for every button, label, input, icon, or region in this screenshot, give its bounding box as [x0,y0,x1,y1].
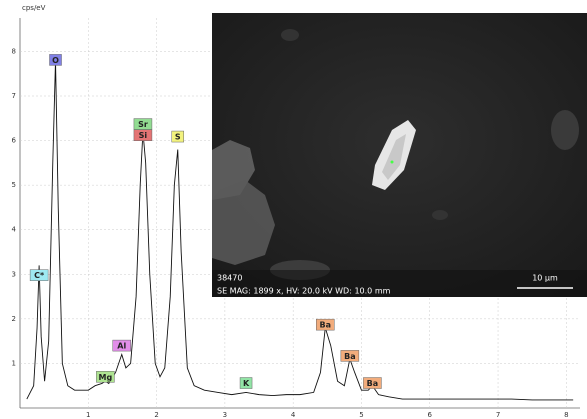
x-tick-label: 7 [496,411,500,419]
peak-label: O [50,54,62,65]
x-tick-label: 8 [564,411,568,419]
peak-label-text: Ba [320,321,332,330]
x-tick-label: 1 [86,411,90,419]
y-tick-label: 3 [12,270,16,278]
peak-label-text: O [52,56,59,65]
peak-label: Al [113,340,131,351]
peak-label: C* [30,270,48,281]
peak-label: Mg [96,371,114,382]
peak-label: K [240,378,252,389]
x-tick-label: 4 [291,411,296,419]
y-tick-label: 2 [12,315,16,323]
y-tick-label: 5 [12,181,16,189]
peak-label-text: S [175,133,181,142]
y-tick-label: 6 [12,137,17,145]
peak-label-text: Ba [367,379,379,388]
peak-label: Ba [316,319,334,330]
x-tick-label: 3 [223,411,227,419]
peak-label-text: K [243,379,250,388]
y-tick-label: 1 [12,359,16,367]
sem-image: 38470 SE MAG: 1899 x, HV: 20.0 kV WD: 10… [212,13,587,297]
chart: cps/eV 1 2 3 4 5 6 7 8 1 2 3 4 5 6 7 8 C* O Mg Al Sr Si S K Ba B… [0,0,587,419]
peak-label-text: Sr [138,120,148,129]
x-tick-label: 5 [359,411,363,419]
peak-label: Ba [363,378,381,389]
peak-label: S [172,131,184,142]
particle [551,110,579,150]
peak-label: Ba [341,350,359,361]
y-axis-label: cps/eV [22,4,46,12]
image-id: 38470 [217,274,242,283]
peak-label-text: Al [117,342,126,351]
peak-label-text: Si [139,131,148,140]
image-info: SE MAG: 1899 x, HV: 20.0 kV WD: 10.0 mm [217,287,391,296]
particle [432,210,448,220]
peak-label-text: C* [34,271,45,280]
y-tick-label: 4 [12,226,17,234]
x-tick-label: 6 [428,411,433,419]
y-tick-label: 7 [12,92,16,100]
particle [281,29,299,41]
probe-point [391,161,394,164]
peak-label-text: Mg [99,373,113,382]
peak-label: Si [134,130,152,141]
peak-label: Sr [134,119,152,130]
x-tick-label: 2 [154,411,158,419]
scale-bar-label: 10 µm [532,274,558,283]
y-tick-label: 8 [12,47,16,55]
peak-label-text: Ba [344,352,356,361]
